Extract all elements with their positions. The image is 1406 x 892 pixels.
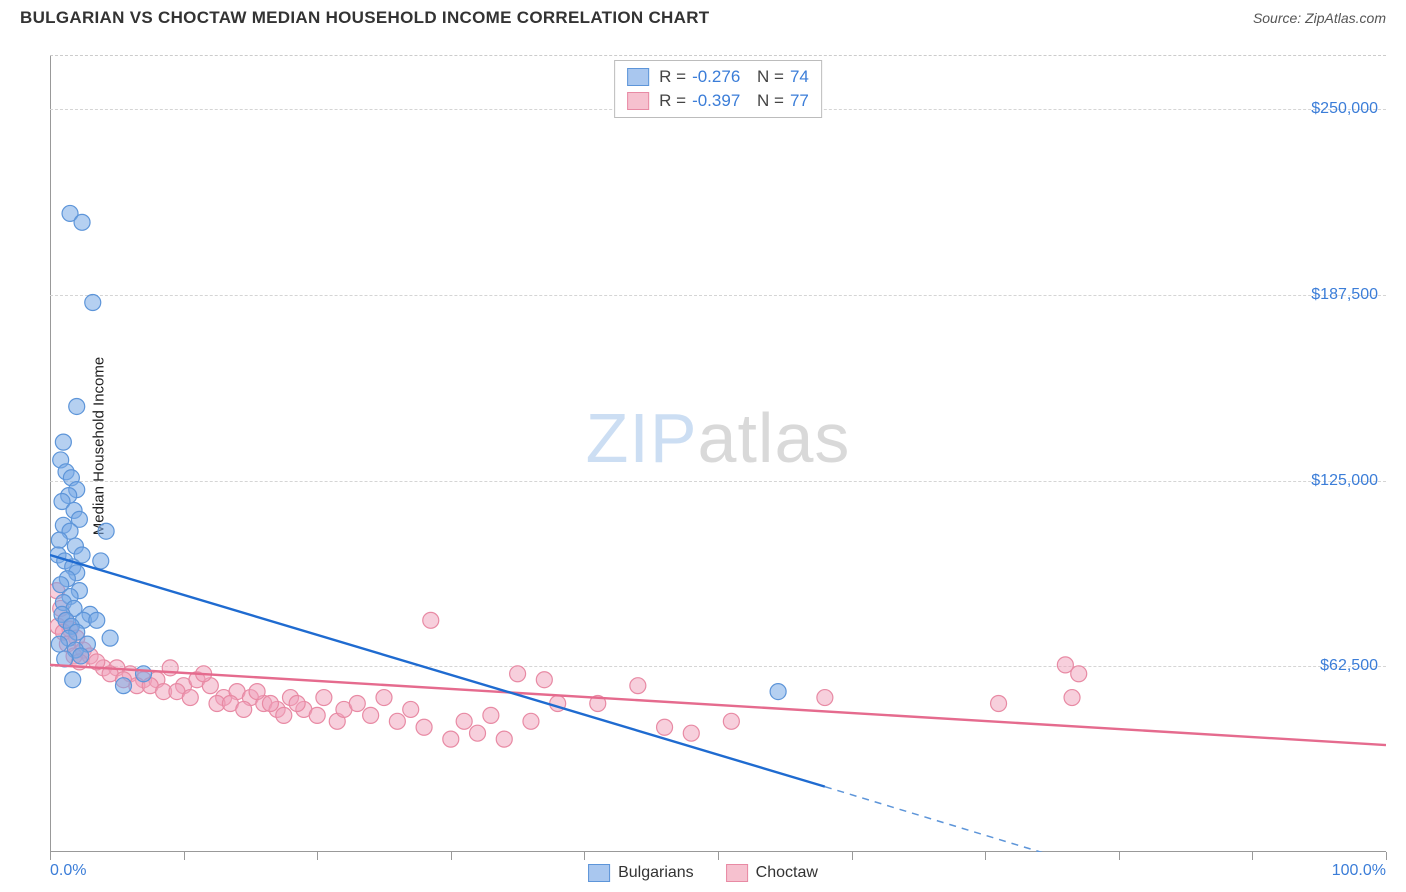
scatter-point-bulgarians bbox=[65, 672, 81, 688]
scatter-point-choctaw bbox=[991, 696, 1007, 712]
scatter-point-choctaw bbox=[289, 696, 305, 712]
scatter-point-bulgarians bbox=[51, 636, 67, 652]
scatter-point-choctaw bbox=[389, 713, 405, 729]
legend-item-choctaw: Choctaw bbox=[726, 864, 818, 882]
x-axis-min-label: 0.0% bbox=[50, 862, 86, 880]
scatter-point-choctaw bbox=[1064, 690, 1080, 706]
legend-stats-choctaw: R = -0.397 N = 77 bbox=[659, 91, 809, 111]
scatter-point-choctaw bbox=[349, 696, 365, 712]
scatter-point-choctaw bbox=[423, 612, 439, 628]
scatter-point-choctaw bbox=[723, 713, 739, 729]
chart-title: BULGARIAN VS CHOCTAW MEDIAN HOUSEHOLD IN… bbox=[20, 8, 709, 28]
source-attribution: Source: ZipAtlas.com bbox=[1253, 10, 1386, 26]
source-name: ZipAtlas.com bbox=[1305, 10, 1386, 26]
swatch-bulgarians bbox=[627, 68, 649, 86]
swatch-choctaw bbox=[627, 92, 649, 110]
scatter-svg bbox=[50, 56, 1386, 852]
scatter-point-choctaw bbox=[236, 701, 252, 717]
scatter-point-bulgarians bbox=[55, 434, 71, 450]
trend-line bbox=[825, 787, 1119, 852]
x-tick bbox=[451, 852, 452, 860]
scatter-point-bulgarians bbox=[115, 678, 131, 694]
scatter-point-choctaw bbox=[316, 690, 332, 706]
x-tick bbox=[184, 852, 185, 860]
x-tick bbox=[852, 852, 853, 860]
x-tick bbox=[1386, 852, 1387, 860]
scatter-point-choctaw bbox=[817, 690, 833, 706]
x-tick bbox=[718, 852, 719, 860]
legend-item-bulgarians: Bulgarians bbox=[588, 864, 694, 882]
scatter-point-choctaw bbox=[683, 725, 699, 741]
scatter-point-bulgarians bbox=[89, 612, 105, 628]
series-legend: Bulgarians Choctaw bbox=[588, 864, 818, 882]
source-prefix: Source: bbox=[1253, 10, 1305, 26]
x-tick bbox=[584, 852, 585, 860]
scatter-point-choctaw bbox=[182, 690, 198, 706]
scatter-point-bulgarians bbox=[102, 630, 118, 646]
scatter-point-choctaw bbox=[523, 713, 539, 729]
scatter-point-choctaw bbox=[456, 713, 472, 729]
scatter-point-choctaw bbox=[496, 731, 512, 747]
scatter-point-choctaw bbox=[403, 701, 419, 717]
x-tick bbox=[317, 852, 318, 860]
scatter-point-bulgarians bbox=[136, 666, 152, 682]
scatter-point-bulgarians bbox=[93, 553, 109, 569]
scatter-point-choctaw bbox=[443, 731, 459, 747]
scatter-point-choctaw bbox=[416, 719, 432, 735]
x-axis-max-label: 100.0% bbox=[1332, 862, 1386, 880]
scatter-point-bulgarians bbox=[770, 684, 786, 700]
plot-area: $62,500$125,000$187,500$250,000 bbox=[50, 56, 1386, 852]
x-tick bbox=[1252, 852, 1253, 860]
scatter-point-bulgarians bbox=[73, 648, 89, 664]
swatch-choctaw-icon bbox=[726, 864, 748, 882]
scatter-point-choctaw bbox=[630, 678, 646, 694]
legend-row-bulgarians: R = -0.276 N = 74 bbox=[627, 65, 809, 89]
scatter-point-choctaw bbox=[536, 672, 552, 688]
swatch-bulgarians-icon bbox=[588, 864, 610, 882]
scatter-point-choctaw bbox=[510, 666, 526, 682]
legend-label-bulgarians: Bulgarians bbox=[618, 864, 694, 882]
legend-stats-bulgarians: R = -0.276 N = 74 bbox=[659, 67, 809, 87]
scatter-point-bulgarians bbox=[98, 523, 114, 539]
x-tick bbox=[1119, 852, 1120, 860]
correlation-legend: R = -0.276 N = 74 R = -0.397 N = 77 bbox=[614, 60, 822, 118]
scatter-point-choctaw bbox=[309, 707, 325, 723]
scatter-point-bulgarians bbox=[85, 295, 101, 311]
chart-header: BULGARIAN VS CHOCTAW MEDIAN HOUSEHOLD IN… bbox=[0, 0, 1406, 28]
scatter-point-choctaw bbox=[249, 684, 265, 700]
legend-row-choctaw: R = -0.397 N = 77 bbox=[627, 89, 809, 113]
scatter-point-choctaw bbox=[363, 707, 379, 723]
scatter-point-choctaw bbox=[1071, 666, 1087, 682]
scatter-point-choctaw bbox=[276, 707, 292, 723]
chart-plot-container: ZIPatlas R = -0.276 N = 74 R = -0.397 N … bbox=[50, 55, 1386, 852]
legend-label-choctaw: Choctaw bbox=[756, 864, 818, 882]
scatter-point-choctaw bbox=[262, 696, 278, 712]
x-tick bbox=[50, 852, 51, 860]
scatter-point-choctaw bbox=[470, 725, 486, 741]
scatter-point-choctaw bbox=[376, 690, 392, 706]
scatter-point-bulgarians bbox=[51, 532, 67, 548]
scatter-point-choctaw bbox=[657, 719, 673, 735]
scatter-point-bulgarians bbox=[74, 214, 90, 230]
scatter-point-choctaw bbox=[483, 707, 499, 723]
scatter-point-bulgarians bbox=[69, 398, 85, 414]
x-tick bbox=[985, 852, 986, 860]
